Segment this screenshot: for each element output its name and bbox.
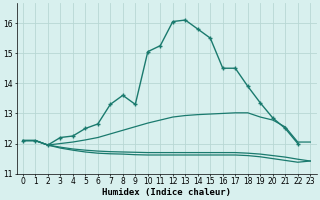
X-axis label: Humidex (Indice chaleur): Humidex (Indice chaleur): [102, 188, 231, 197]
